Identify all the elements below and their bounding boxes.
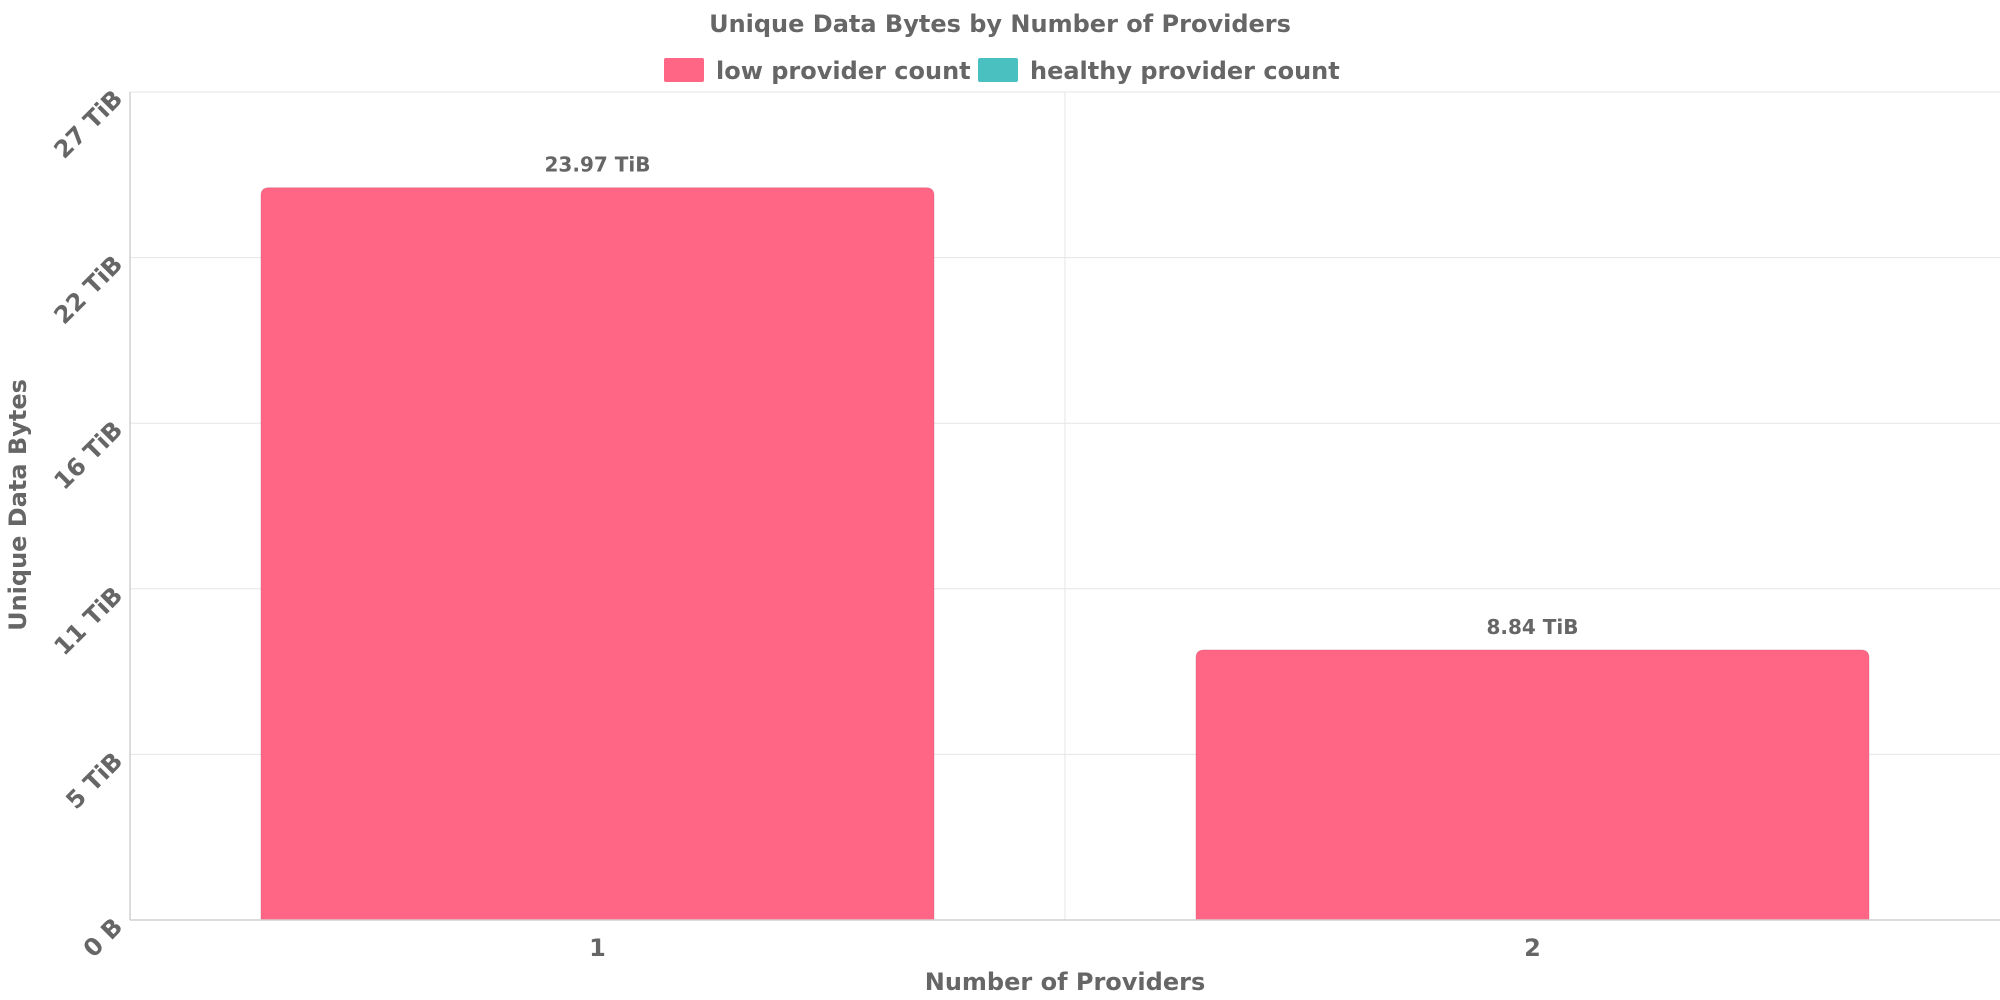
bars: [260, 187, 1870, 921]
legend[interactable]: low provider count healthy provider coun…: [664, 57, 1340, 85]
legend-label-healthy-provider-count: healthy provider count: [1030, 57, 1340, 85]
bar-low-provider-count-2[interactable]: [1195, 649, 1870, 921]
data-labels: 23.97 TiB 8.84 TiB: [545, 153, 1579, 639]
y-axis-title: Unique Data Bytes: [4, 379, 32, 631]
legend-item-healthy-provider-count[interactable]: healthy provider count: [978, 57, 1340, 85]
y-tick-label: 5 TiB: [60, 747, 128, 815]
bar-data-label: 23.97 TiB: [545, 153, 651, 177]
legend-label-low-provider-count: low provider count: [716, 57, 971, 85]
y-tick-label: 11 TiB: [49, 581, 129, 661]
bar-data-label: 8.84 TiB: [1486, 615, 1578, 639]
y-tick-label: 22 TiB: [49, 250, 129, 330]
bar-low-provider-count-1[interactable]: [260, 187, 935, 921]
chart-title: Unique Data Bytes by Number of Providers: [709, 10, 1291, 38]
x-tick-label: 1: [589, 934, 606, 962]
legend-swatch-healthy-provider-count: [978, 58, 1018, 82]
y-tick-label: 16 TiB: [49, 416, 129, 496]
legend-item-low-provider-count[interactable]: low provider count: [664, 57, 971, 85]
x-axis-title: Number of Providers: [925, 968, 1205, 996]
y-tick-label: 0 B: [78, 912, 128, 962]
x-tick-label: 2: [1524, 934, 1541, 962]
y-tick-label: 27 TiB: [49, 84, 129, 164]
legend-swatch-low-provider-count: [664, 58, 704, 82]
